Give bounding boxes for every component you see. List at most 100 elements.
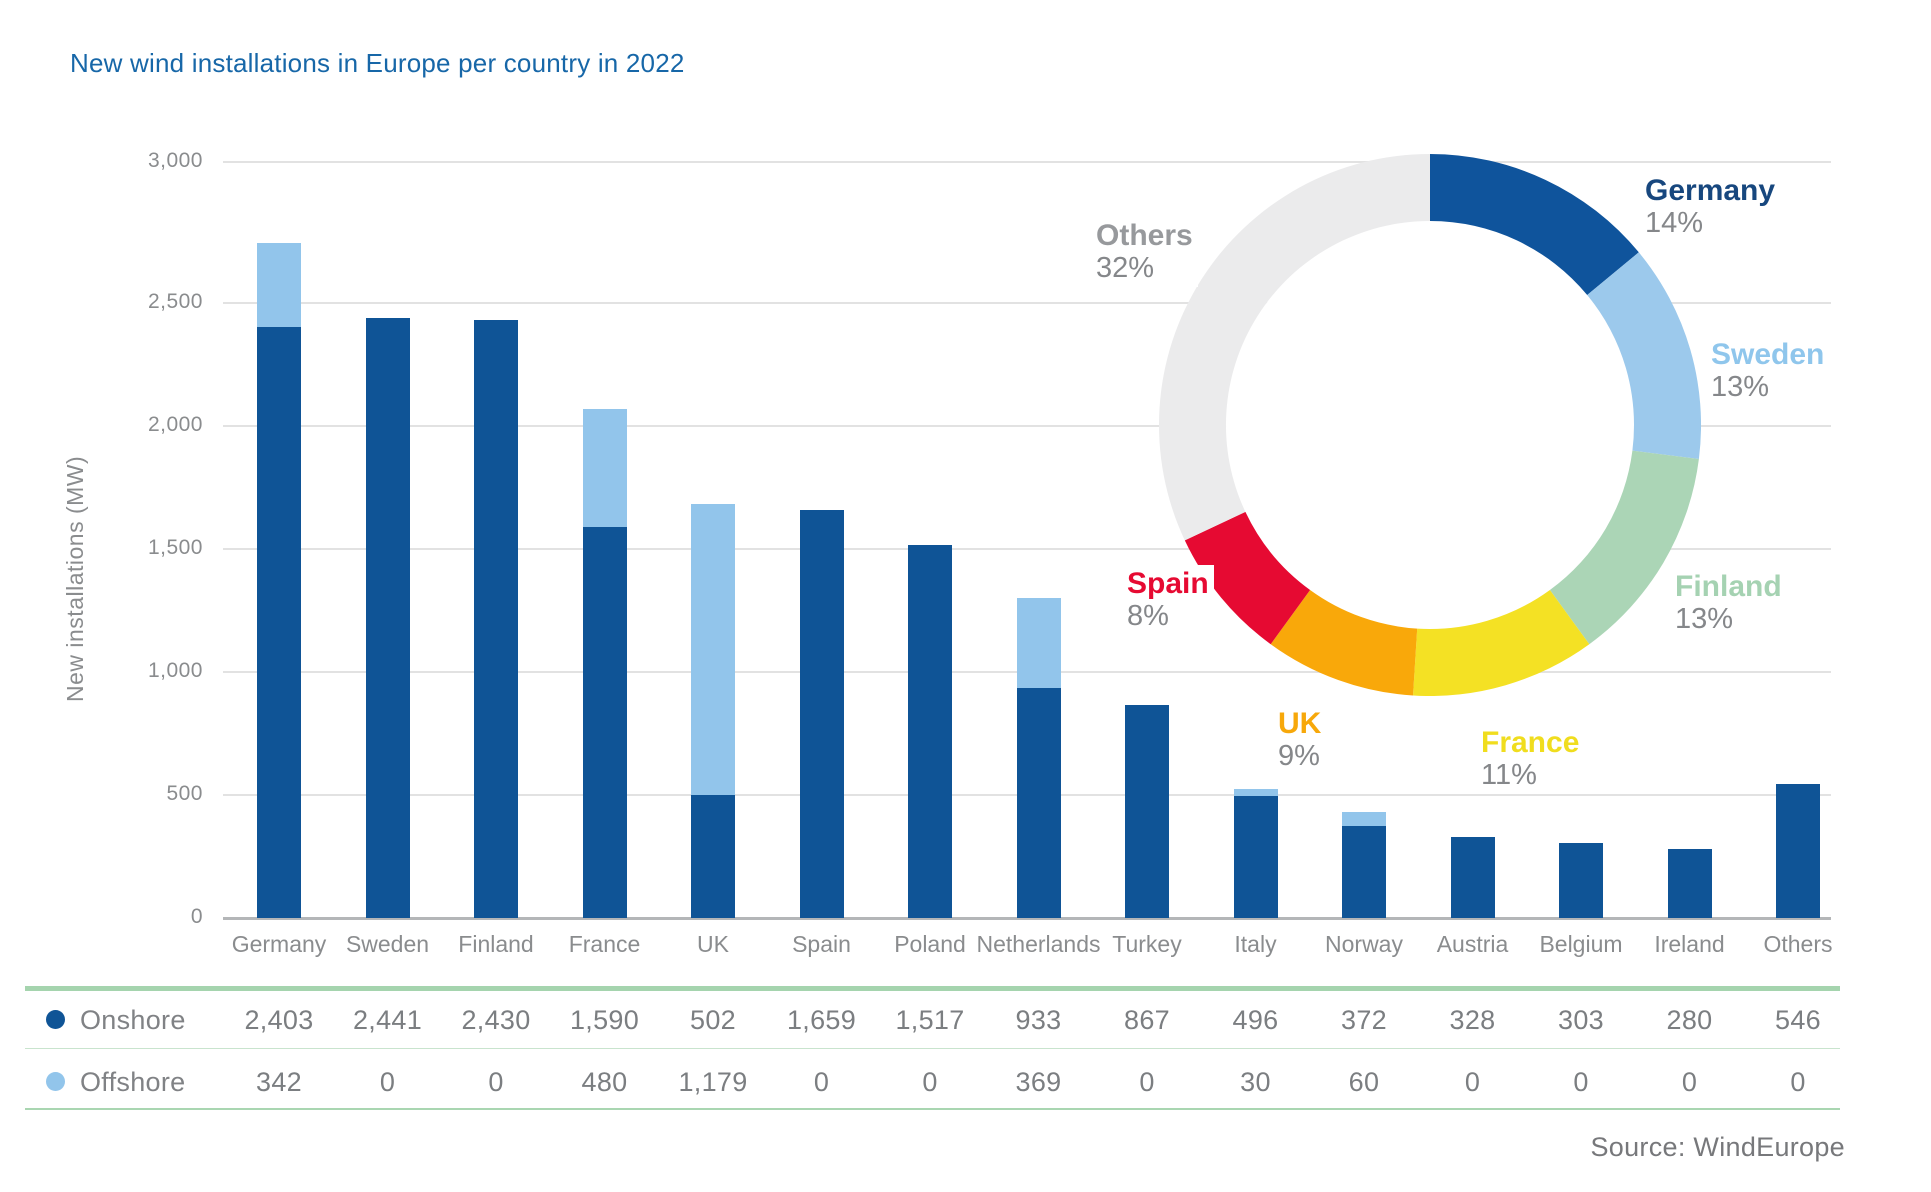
bar-segment-onshore [691,794,735,918]
donut-label-percent: 11% [1481,759,1537,791]
table-cell-offshore-spain: 0 [813,1067,830,1097]
table-cell-onshore-finland: 2,430 [461,1005,531,1035]
y-axis-title: New installations (MW) [62,455,88,703]
x-label-norway: Norway [1325,931,1403,957]
x-label-poland: Poland [894,931,966,957]
table-cell-onshore-belgium: 303 [1558,1005,1604,1035]
donut-label-others: Others 32% [1091,217,1198,287]
bar-germany [257,242,301,918]
donut-label-percent: 13% [1675,603,1734,635]
table-cell-offshore-turkey: 0 [1139,1067,1155,1097]
bar-uk [691,504,735,918]
donut-label-uk: UK 9% [1273,705,1327,775]
y-tick-label: 1,000 [147,659,203,682]
donut-label-percent: 14% [1645,207,1704,239]
bar-ireland [1667,849,1712,918]
donut-label-percent: 8% [1127,600,1169,632]
donut-label-name: Germany [1645,174,1776,207]
x-label-spain: Spain [792,931,851,957]
table-cell-onshore-germany: 2,403 [244,1005,314,1035]
table-cell-offshore-sweden: 0 [379,1067,396,1097]
y-tick-label: 0 [190,905,203,928]
bar-sweden [365,317,410,918]
table-cell-offshore-poland: 0 [922,1067,938,1097]
x-label-germany: Germany [231,931,327,957]
bar-france [582,408,627,918]
table-cell-offshore-norway: 60 [1348,1067,1380,1097]
donut-label-finland: Finland 13% [1670,568,1787,638]
donut-label-name: Others [1096,219,1193,252]
bar-segment-onshore [257,326,301,918]
table-cell-onshore-norway: 372 [1341,1005,1387,1035]
x-label-others: Others [1763,931,1833,957]
y-tick-label: 1,500 [147,536,203,559]
bar-belgium [1559,843,1603,918]
legend-dot-offshore [46,1072,65,1091]
bar-segment-offshore [1016,597,1061,689]
table-cell-onshore-france: 1,590 [569,1005,640,1035]
table-cell-onshore-italy: 496 [1232,1005,1279,1035]
source-note: Source: WindEurope [1590,1132,1845,1162]
chart-title: New wind installations in Europe per cou… [70,48,685,78]
donut-slice-finland [1549,450,1699,645]
table-cell-onshore-uk: 502 [690,1005,736,1035]
bar-segment-offshore [691,504,735,795]
table-cell-onshore-poland: 1,517 [895,1005,965,1035]
bar-segment-onshore [1667,849,1712,918]
legend-dot-onshore [46,1010,65,1029]
bar-others [1776,783,1820,918]
bar-netherlands [1016,597,1061,918]
x-label-france: France [568,931,641,957]
x-label-finland: Finland [458,931,534,957]
bar-segment-onshore [908,544,952,918]
bar-turkey [1125,704,1169,918]
bar-segment-onshore [1559,843,1603,918]
bar-segment-onshore [1342,826,1386,918]
donut-slice-sweden [1587,252,1701,459]
table-row-separator [25,1048,1840,1049]
table-border-bottom [25,1108,1840,1110]
x-label-belgium: Belgium [1539,931,1623,957]
bar-segment-onshore [582,526,627,918]
table-cell-offshore-italy: 30 [1240,1067,1271,1097]
x-label-netherlands: Netherlands [976,931,1101,957]
bar-poland [908,544,952,918]
x-label-italy: Italy [1234,931,1277,957]
donut-label-percent: 13% [1711,371,1770,403]
bar-segment-offshore [1233,788,1278,796]
bar-segment-onshore [1016,688,1061,918]
table-cell-onshore-netherlands: 933 [1015,1005,1062,1035]
bar-segment-offshore [582,408,627,527]
x-axis-line [223,917,1831,920]
donut-label-sweden: Sweden 13% [1706,336,1830,406]
bar-segment-onshore [1776,783,1820,918]
table-cell-offshore-ireland: 0 [1681,1067,1698,1097]
table-cell-onshore-turkey: 867 [1124,1005,1170,1035]
bar-segment-onshore [365,317,410,918]
x-label-uk: UK [697,931,729,957]
table-cell-offshore-finland: 0 [488,1067,504,1097]
y-tick-label: 2,500 [147,290,203,313]
legend-label-onshore: Onshore [80,1005,186,1035]
donut-label-percent: 9% [1278,740,1320,772]
gridline [223,548,1831,550]
bar-segment-onshore [474,320,518,918]
donut-label-name: UK [1278,707,1322,740]
bar-segment-offshore [257,242,301,327]
donut-label-france: France 11% [1476,724,1585,794]
gridline [223,425,1831,427]
bar-finland [474,320,518,918]
donut-label-name: Spain [1127,567,1209,600]
table-cell-onshore-sweden: 2,441 [352,1005,423,1035]
bar-segment-onshore [1233,795,1278,918]
table-border-top [25,986,1840,991]
donut-slice-germany [1430,154,1639,295]
bar-norway [1342,811,1386,918]
y-tick-label: 500 [166,782,203,805]
donut-label-name: France [1481,726,1580,759]
legend-label-offshore: Offshore [80,1067,186,1097]
bar-spain [799,509,844,918]
donut-label-percent: 32% [1096,252,1155,284]
bar-segment-onshore [1450,837,1495,918]
